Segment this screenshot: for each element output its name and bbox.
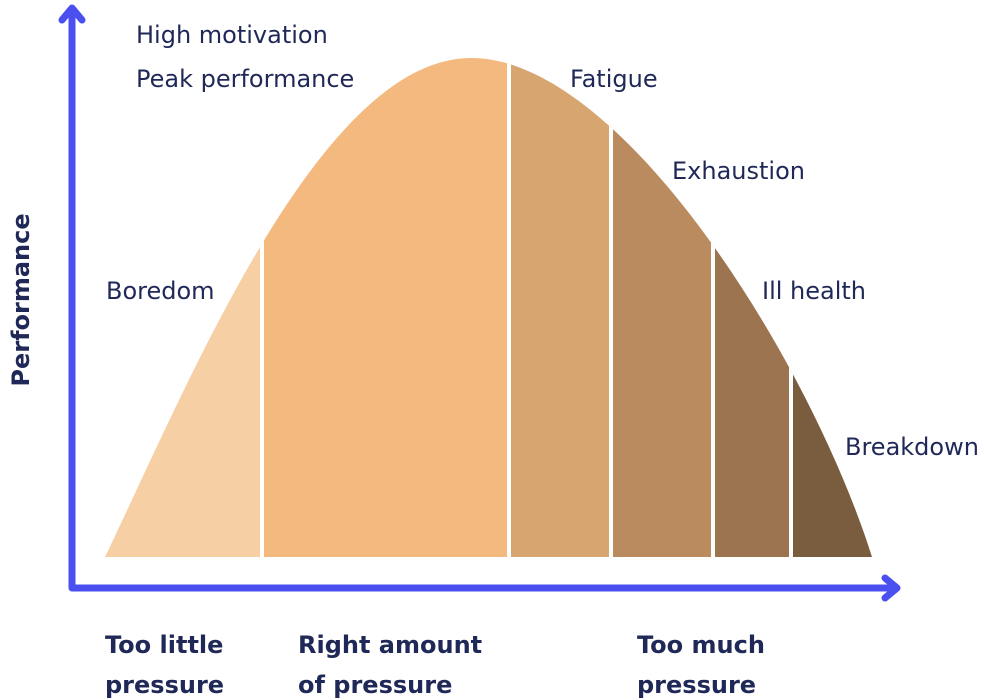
pressure-label: Too much xyxy=(637,631,765,659)
zone-label: Breakdown xyxy=(845,433,979,461)
zone-fatigue xyxy=(509,57,611,557)
pressure-label: of pressure xyxy=(298,671,452,699)
zone-label: Fatigue xyxy=(570,65,658,93)
zone-exhaustion xyxy=(611,57,713,557)
pressure-label: pressure xyxy=(105,671,224,699)
zone-label: Boredom xyxy=(106,277,215,305)
zone-label: Ill health xyxy=(762,277,866,305)
y-axis-label: Performance xyxy=(7,213,35,386)
zone-label: Peak performance xyxy=(136,65,354,93)
zone-label: Exhaustion xyxy=(672,157,805,185)
zone-peak xyxy=(262,57,509,557)
axes xyxy=(58,4,901,602)
pressure-label: Right amount xyxy=(298,631,482,659)
zone-label: High motivation xyxy=(136,21,328,49)
pressure-label: Too little xyxy=(105,631,223,659)
pressure-label: pressure xyxy=(637,671,756,699)
